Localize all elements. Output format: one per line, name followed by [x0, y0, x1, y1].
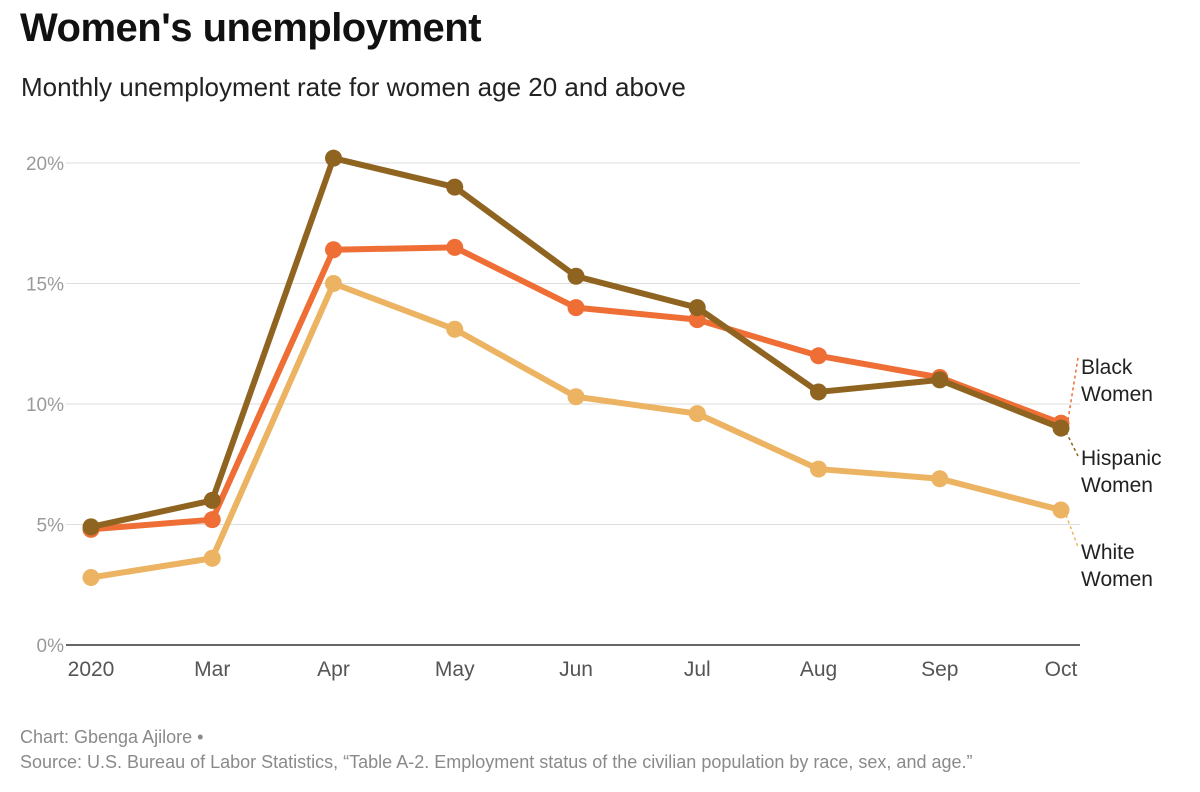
- data-point-black-women: [688, 311, 706, 329]
- data-point-white-women: [325, 275, 342, 292]
- chart-credit: Chart: Gbenga Ajilore •: [20, 727, 204, 747]
- data-point-hispanic-women: [688, 299, 706, 317]
- data-point-white-women: [203, 549, 221, 567]
- x-tick-label: Jun: [559, 658, 593, 681]
- data-point-black-women: [567, 299, 585, 317]
- data-point-black-women: [810, 347, 827, 365]
- data-point-white-women: [567, 388, 585, 406]
- y-tick-label: 0%: [37, 636, 65, 657]
- data-point-hispanic-women: [567, 267, 585, 285]
- x-tick-label: Mar: [194, 658, 230, 681]
- series-label-white-women: White: [1081, 541, 1135, 564]
- data-point-hispanic-women: [1052, 419, 1070, 437]
- series-group: [82, 149, 1070, 587]
- label-leader-black-women: [1067, 357, 1079, 421]
- x-tick-label: May: [435, 658, 475, 681]
- y-tick-label: 20%: [26, 154, 64, 175]
- data-point-hispanic-women: [82, 518, 100, 536]
- x-tick-label: Aug: [800, 658, 837, 681]
- series-hispanic-women: [82, 149, 1070, 536]
- data-point-white-women: [446, 320, 464, 338]
- data-point-black-women: [325, 241, 342, 259]
- data-point-hispanic-women: [931, 371, 949, 389]
- series-label-white-women: Women: [1081, 568, 1153, 591]
- series-label-black-women: Black: [1081, 356, 1133, 379]
- x-tick-label: Sep: [921, 658, 958, 681]
- data-point-hispanic-women: [446, 178, 464, 196]
- y-tick-label: 15%: [26, 275, 64, 296]
- data-point-black-women: [446, 238, 464, 256]
- data-point-white-women: [931, 470, 949, 488]
- data-point-white-women: [688, 405, 706, 423]
- data-point-white-women: [1052, 501, 1070, 519]
- x-tick-label: Oct: [1045, 658, 1078, 681]
- y-tick-label: 10%: [26, 395, 64, 416]
- data-point-white-women: [810, 460, 827, 478]
- chart-subtitle: Monthly unemployment rate for women age …: [21, 72, 686, 102]
- series-labels: Black Women Hispanic Women White Women: [1065, 356, 1162, 591]
- x-axis-labels: 2020 Mar Apr May Jun Jul Aug Sep Oct: [68, 658, 1078, 681]
- x-tick-label: Apr: [317, 658, 350, 681]
- data-point-hispanic-women: [203, 491, 221, 509]
- data-point-black-women: [203, 511, 221, 529]
- series-label-hispanic-women: Hispanic: [1081, 447, 1162, 470]
- data-point-hispanic-women: [325, 149, 342, 167]
- data-point-hispanic-women: [810, 383, 827, 401]
- series-label-hispanic-women: Women: [1081, 474, 1153, 497]
- x-tick-label: 2020: [68, 658, 115, 681]
- y-axis-labels: 0% 5% 10% 15% 20%: [26, 154, 64, 657]
- data-point-white-women: [82, 569, 100, 587]
- y-tick-label: 5%: [37, 516, 65, 537]
- series-white-women: [82, 275, 1070, 587]
- line-chart: 0% 5% 10% 15% 20% 2020 Mar Apr May Jun Jul Aug Sep O…: [26, 149, 1162, 681]
- label-leader-white-women: [1065, 514, 1079, 548]
- chart-title: Women's unemployment: [20, 6, 482, 50]
- label-leader-hispanic-women: [1065, 431, 1079, 457]
- series-black-women: [82, 238, 1070, 538]
- series-label-black-women: Women: [1081, 383, 1153, 406]
- x-tick-label: Jul: [684, 658, 711, 681]
- chart-source: Source: U.S. Bureau of Labor Statistics,…: [20, 752, 973, 772]
